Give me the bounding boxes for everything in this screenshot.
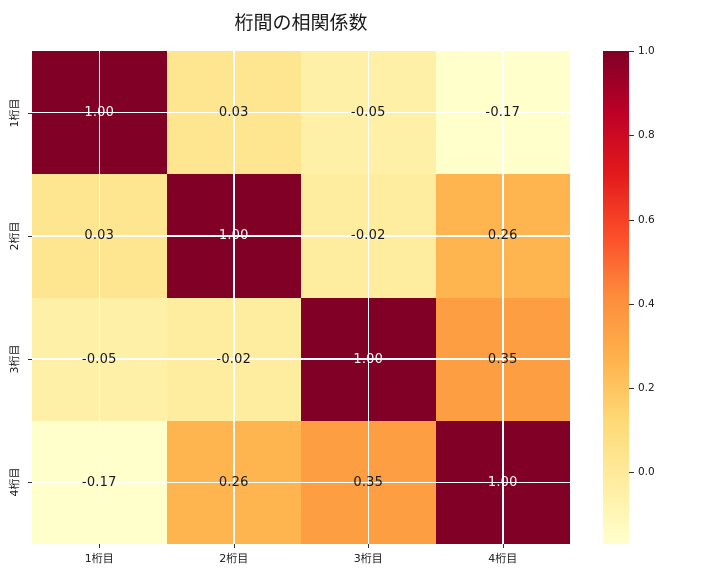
heatmap-cell: -0.17 [435, 51, 570, 175]
x-tick-label: 2桁目 [219, 552, 249, 565]
cell-value-label: -0.02 [350, 228, 386, 244]
colorbar-tick-label: 0.2 [638, 382, 655, 395]
x-tick-mark [99, 544, 101, 548]
cell-value-label: 1.00 [218, 228, 249, 244]
colorbar [603, 51, 629, 544]
cell-value-label: -0.02 [216, 351, 252, 367]
y-tick-mark [28, 112, 32, 114]
heatmap-cell: 0.26 [435, 174, 570, 298]
x-tick-mark [502, 544, 504, 548]
heatmap-cell: 0.35 [301, 420, 436, 544]
heatmap-cell: 1.00 [166, 174, 301, 298]
colorbar-tick-mark [629, 472, 634, 474]
heatmap-cell: 0.03 [166, 51, 301, 175]
heatmap-cell: -0.17 [32, 420, 167, 544]
cell-value-label: 1.00 [353, 351, 384, 367]
colorbar-tick-label: 0.6 [638, 213, 655, 226]
heatmap-cell: -0.02 [301, 174, 436, 298]
heatmap-cells: 1.00 0.03 -0.05 -0.17 0.03 1.00 -0.02 0.26 -0.05… [32, 51, 570, 544]
heatmap-cell: 0.26 [166, 420, 301, 544]
cell-value-label: 1.00 [84, 105, 115, 121]
heatmap-cell: 0.35 [435, 297, 570, 421]
y-tick-label: 1桁目 [8, 98, 21, 128]
y-tick-mark [28, 359, 32, 361]
y-tick-label: 2桁目 [8, 221, 21, 251]
colorbar-tick-mark [629, 388, 634, 390]
colorbar-tick-label: 1.0 [638, 45, 655, 57]
x-tick-label: 3桁目 [353, 552, 383, 565]
cell-value-label: 0.26 [218, 474, 249, 490]
cell-value-label: -0.17 [485, 105, 521, 121]
colorbar-tick-mark [629, 135, 634, 137]
cell-value-label: -0.05 [350, 105, 386, 121]
heatmap-cell: 1.00 [435, 420, 570, 544]
colorbar-tick-label: 0.4 [638, 297, 655, 310]
x-tick-label: 4桁目 [488, 552, 518, 565]
cell-value-label: 0.03 [84, 228, 115, 244]
colorbar-tick-mark [629, 303, 634, 305]
heatmap-cell: -0.02 [166, 297, 301, 421]
y-tick-mark [28, 235, 32, 237]
y-tick-mark [28, 482, 32, 484]
x-tick-mark [368, 544, 370, 548]
y-tick-label: 3桁目 [8, 344, 21, 374]
cell-value-label: 0.35 [353, 474, 384, 490]
chart-title: 桁間の相関係数 [234, 12, 368, 34]
cell-value-label: 0.03 [218, 105, 249, 121]
heatmap-plot-area: 1.00 0.03 -0.05 -0.17 0.03 1.00 -0.02 0.26 -0.05… [32, 51, 570, 544]
cell-value-label: 1.00 [487, 474, 518, 490]
x-tick-label: 1桁目 [84, 552, 114, 565]
heatmap-cell: -0.05 [32, 297, 167, 421]
colorbar-tick-mark [629, 219, 634, 221]
cell-value-label: -0.17 [81, 474, 117, 490]
heatmap-cell: 0.03 [32, 174, 167, 298]
heatmap-cell: -0.05 [301, 51, 436, 175]
colorbar-tick-label: 0.8 [638, 129, 655, 142]
colorbar-tick-label: 0.0 [638, 466, 655, 479]
cell-value-label: -0.05 [81, 351, 117, 367]
heatmap-cell: 1.00 [301, 297, 436, 421]
y-tick-label: 4桁目 [8, 467, 21, 497]
cell-value-label: 0.35 [487, 351, 518, 367]
cell-value-label: 0.26 [487, 228, 518, 244]
colorbar-tick-mark [629, 51, 634, 52]
x-tick-mark [233, 544, 235, 548]
heatmap-cell: 1.00 [32, 51, 167, 175]
